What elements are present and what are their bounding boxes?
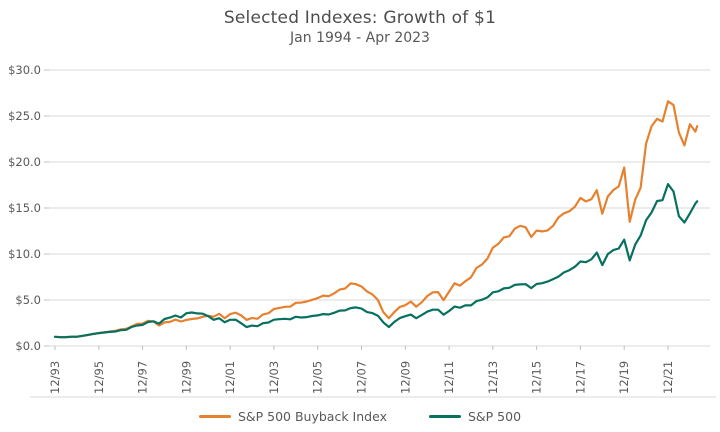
y-axis-tick-label: $5.0	[15, 293, 41, 307]
legend-item-sp500: S&P 500	[428, 409, 522, 424]
legend-label-buyback-index: S&P 500 Buyback Index	[237, 409, 387, 424]
sp500-line-swatch	[428, 415, 461, 418]
y-axis-tick-label: $30.0	[8, 63, 41, 77]
x-axis-tick-label: 12/15	[530, 361, 544, 394]
x-axis-tick-label: 12/21	[661, 361, 675, 394]
x-axis-tick-label: 12/99	[179, 361, 193, 394]
x-axis-tick-label: 12/95	[92, 361, 106, 394]
y-axis-tick-label: $20.0	[8, 155, 41, 169]
x-axis-tick-label: 12/11	[442, 361, 456, 394]
x-axis-tick-label: 12/07	[355, 361, 369, 394]
x-axis-tick-label: 12/01	[223, 361, 237, 394]
y-axis-tick-label: $25.0	[8, 109, 41, 123]
x-axis-tick-label: 12/09	[398, 361, 412, 394]
legend-label-sp500: S&P 500	[467, 409, 522, 424]
buyback-index-line-swatch	[198, 415, 231, 418]
legend-item-buyback-index: S&P 500 Buyback Index	[198, 409, 387, 424]
chart-subtitle: Jan 1994 - Apr 2023	[290, 30, 430, 46]
x-axis-tick-label: 12/93	[48, 361, 62, 394]
x-axis-tick-label: 12/03	[267, 361, 281, 394]
x-axis-tick-label: 12/17	[573, 361, 587, 394]
y-axis-tick-label: $0.0	[15, 339, 41, 353]
chart-title: Selected Indexes: Growth of $1	[223, 8, 497, 28]
y-axis-tick-label: $15.0	[8, 201, 41, 215]
y-axis-tick-label: $10.0	[8, 247, 41, 261]
series-line-s-p-500-buyback-index	[53, 100, 699, 339]
x-axis-tick-label: 12/13	[486, 361, 500, 394]
chart-header: Selected Indexes: Growth of $1 Jan 1994 …	[0, 8, 720, 46]
x-axis-tick-label: 12/19	[617, 361, 631, 394]
chart-legend: S&P 500 Buyback Index S&P 500	[0, 409, 720, 424]
x-axis-tick-label: 12/05	[311, 361, 325, 394]
x-axis-tick-label: 12/97	[136, 361, 150, 394]
series-line-s-p-500	[53, 183, 699, 339]
